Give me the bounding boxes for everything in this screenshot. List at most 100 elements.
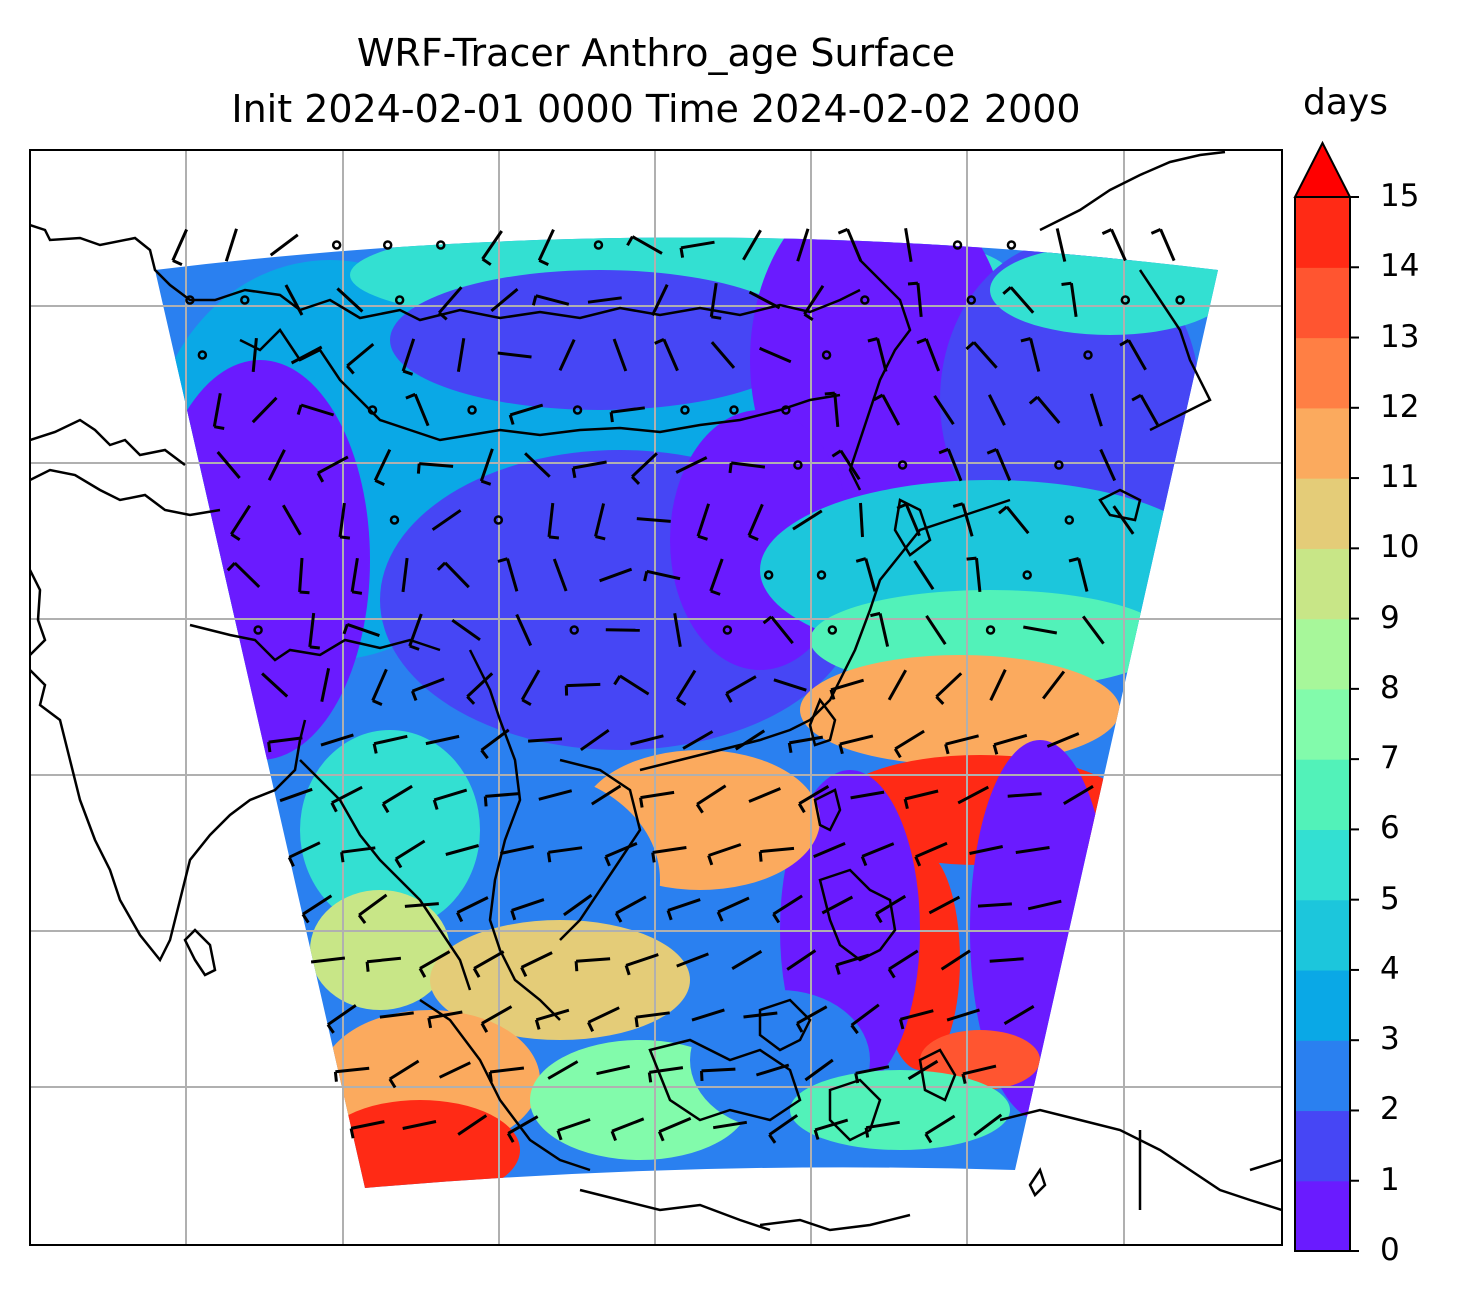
wind-barb [404,902,439,908]
wind-barb [483,792,520,807]
wind-barb [604,842,638,867]
wind-barb [381,784,413,814]
wind-barb [480,728,510,760]
colorbar-segment [1295,267,1350,339]
wind-barb [873,393,901,426]
wind-barb [479,448,494,486]
wind-barb [759,346,792,364]
wind-barb [679,240,715,258]
wind-barb [1023,625,1058,635]
wind-barb [925,614,947,646]
wind-barb [251,396,278,424]
wind-barb [456,337,466,373]
wind-barb [373,448,392,486]
wind-barb [821,895,854,915]
wind-barb [613,674,650,696]
wind-barb [515,613,533,647]
wind-barb [531,294,570,306]
wind-barb [212,393,225,430]
wind-barb [952,502,974,537]
wind-barb [418,950,451,978]
wind-barb [432,788,468,810]
colorbar-segment [1295,1110,1350,1182]
calm-wind-marker [1120,295,1131,305]
colorbar-tick-label: 0 [1380,1232,1400,1268]
wind-barb [675,456,708,474]
wind-barb [966,556,982,593]
wind-barb [896,502,921,537]
calm-wind-marker [781,405,791,415]
calm-wind-marker [240,295,250,305]
calm-wind-marker [722,625,733,635]
wind-barb [913,559,935,591]
wind-barb [786,949,817,971]
wind-barb [610,1117,645,1142]
wind-barb [965,341,998,369]
calm-wind-marker [680,405,690,415]
wind-barb [946,1008,980,1022]
wind-barb [431,509,462,531]
wind-barb [755,1063,790,1077]
wind-barb [762,615,794,645]
wind-barb [867,337,888,372]
wind-barb [695,784,727,814]
colorbar-segment [1295,478,1350,549]
wind-barb [961,1064,997,1084]
wind-barb [630,734,664,746]
map-frame [29,149,1283,1246]
wind-barb [1099,448,1117,482]
wind-barb [907,1059,939,1081]
wind-barb [451,618,481,642]
wind-barb [957,785,989,805]
wind-barb [488,1066,525,1083]
wind-barb [924,1114,956,1144]
wind-barb [860,842,895,867]
calm-wind-marker [793,460,803,470]
wind-barb [416,462,454,474]
wind-barb [500,845,535,855]
wind-barb [676,952,709,968]
wind-barb [907,281,923,318]
wind-barb [267,736,303,753]
wind-barb [1150,228,1176,262]
calm-wind-marker [1064,515,1075,525]
wind-barb [797,785,830,814]
colorbar-segment [1295,688,1350,760]
wind-barb [758,846,795,862]
wind-barb [673,612,682,648]
colorbar-segment [1295,759,1350,830]
wind-barb [350,557,363,595]
wind-barb [795,1005,828,1033]
wind-barb [636,517,671,523]
wind-barb [310,956,346,964]
calm-wind-marker [389,515,400,525]
wind-barb [864,1120,900,1138]
wind-barb [330,785,363,813]
wind-barb [903,789,939,810]
wind-barb [1119,338,1147,371]
wind-barb [940,949,971,971]
wind-barb [596,1064,631,1076]
wind-barb [1028,395,1061,424]
wind-barb [1068,557,1089,592]
wind-barb [796,228,810,262]
wind-barb [709,282,722,320]
colorbar-tick-label: 15 [1380,178,1420,214]
wind-barb [803,284,825,321]
wind-barb [624,953,659,976]
wind-barb [804,1058,834,1082]
wind-barb [787,735,824,753]
calm-wind-marker [1175,295,1185,305]
wind-barb [605,628,640,632]
wind-barb [336,287,364,313]
wind-barb [1002,286,1035,314]
calm-wind-marker [1006,240,1017,250]
calm-wind-marker [1054,460,1064,470]
wind-barb [401,338,416,376]
wind-barb [316,455,349,483]
colorbar-segment [1295,1040,1350,1112]
wind-barb [1015,846,1050,854]
wind-barb [320,668,331,702]
wind-barb [171,228,188,266]
